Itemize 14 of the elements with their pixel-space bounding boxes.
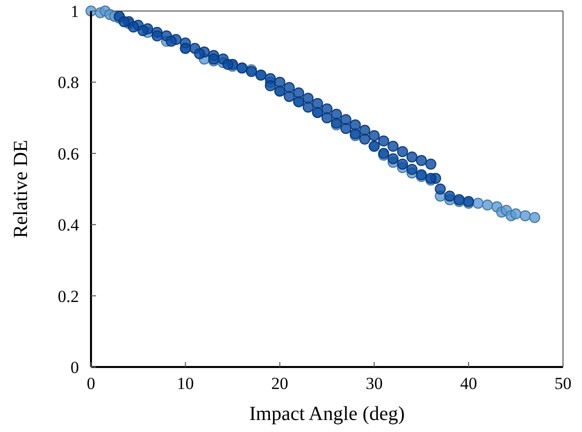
x-tick-label: 30 (366, 374, 383, 393)
x-tick-label: 50 (554, 374, 572, 393)
x-tick-label: 40 (460, 374, 478, 393)
y-tick-label: 0.8 (58, 73, 79, 92)
x-axis-title: Impact Angle (deg) (249, 403, 405, 425)
y-tick-label: 0.6 (58, 144, 79, 164)
y-axis-title: Relative DE (10, 140, 32, 238)
x-tick-label: 10 (176, 374, 194, 393)
y-tick-label: 0.4 (58, 216, 80, 235)
y-tick-label: 0 (70, 358, 79, 377)
x-tick-label: 20 (271, 374, 288, 393)
y-tick-label: 0.2 (58, 286, 79, 306)
x-tick-label: 0 (86, 374, 96, 393)
y-tick-label: 1 (70, 2, 79, 21)
